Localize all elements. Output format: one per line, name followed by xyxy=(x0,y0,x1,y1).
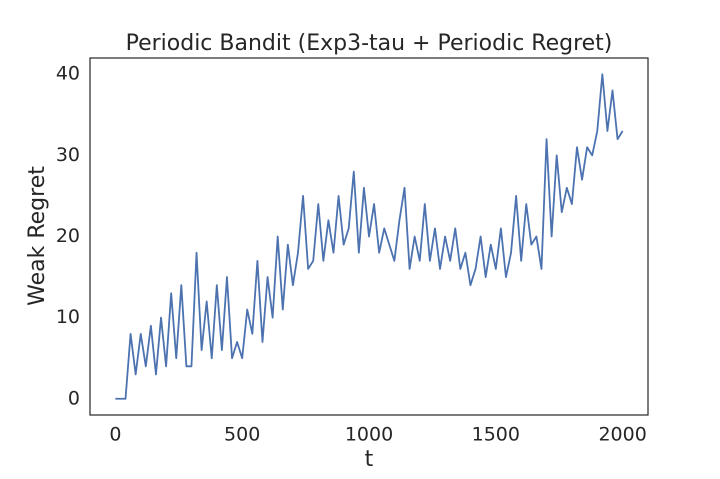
y-tick-label: 30 xyxy=(56,144,80,166)
y-tick-label: 0 xyxy=(68,387,80,409)
data-line xyxy=(115,73,624,400)
y-tick-label: 10 xyxy=(56,306,80,328)
y-tick-label: 20 xyxy=(56,225,80,247)
y-axis-label: Weak Regret xyxy=(25,166,50,306)
x-tick-label: 2000 xyxy=(598,424,646,446)
y-tick-label: 40 xyxy=(56,63,80,85)
x-tick-label: 500 xyxy=(224,424,260,446)
x-tick-label: 1000 xyxy=(345,424,393,446)
chart-title: Periodic Bandit (Exp3-tau + Periodic Reg… xyxy=(126,31,613,56)
plot-frame xyxy=(89,57,649,416)
x-tick-label: 1500 xyxy=(472,424,520,446)
x-axis-label: t xyxy=(365,447,374,472)
x-tick-label: 0 xyxy=(109,424,121,446)
